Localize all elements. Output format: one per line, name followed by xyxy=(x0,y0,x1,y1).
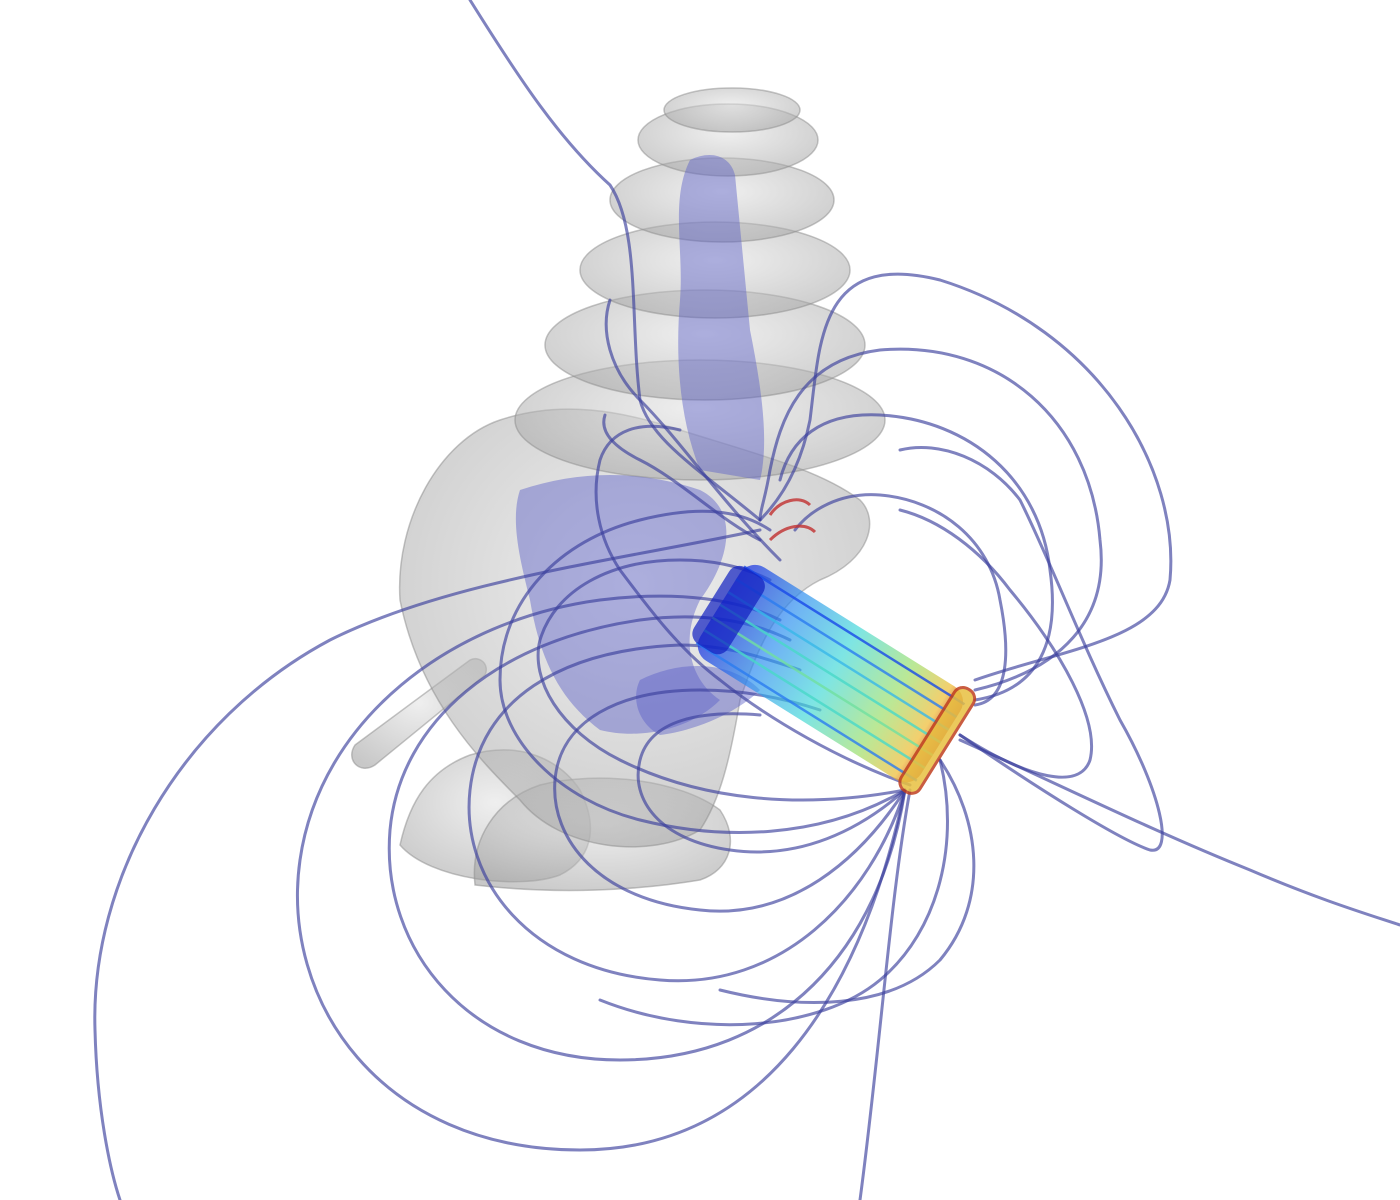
field-line xyxy=(594,424,912,787)
field-line xyxy=(758,347,1103,692)
field-line xyxy=(958,738,1400,927)
field-line xyxy=(387,615,907,1062)
field-line xyxy=(602,413,762,542)
anatomy-apex xyxy=(663,87,801,133)
red-loop xyxy=(768,498,812,516)
field-line xyxy=(898,445,1164,852)
field-line xyxy=(553,688,907,913)
coil-strands xyxy=(695,565,966,782)
field-line xyxy=(93,528,762,1200)
field-lines xyxy=(93,0,1400,1200)
inner-duct-branch xyxy=(636,666,760,735)
inner-duct-column xyxy=(678,155,765,480)
coil-bundle xyxy=(692,564,977,795)
field-line xyxy=(536,558,907,802)
inner-duct xyxy=(515,155,765,735)
field-line xyxy=(858,788,912,1200)
red-loops xyxy=(768,498,817,542)
red-loop xyxy=(768,524,817,542)
coil-end-cap xyxy=(898,685,977,795)
coil-strand xyxy=(719,603,942,744)
field-line xyxy=(758,272,1173,682)
field-line xyxy=(718,758,976,1004)
coil-strand xyxy=(727,590,950,731)
coil-strand xyxy=(711,616,934,757)
coil-strand xyxy=(703,629,926,770)
coil-strand xyxy=(695,641,918,782)
inner-duct-lower xyxy=(515,475,727,734)
field-line xyxy=(295,594,907,1152)
coil-strand xyxy=(743,565,966,706)
field-line xyxy=(604,298,782,562)
coil-base-dark xyxy=(692,565,765,655)
field-line xyxy=(778,413,1054,702)
field-line xyxy=(498,509,907,834)
field-line xyxy=(636,712,907,854)
field-line xyxy=(898,508,1093,779)
field-line xyxy=(598,758,949,1027)
field-line xyxy=(793,493,1008,707)
coil-strand xyxy=(735,578,958,719)
field-line xyxy=(468,0,762,522)
